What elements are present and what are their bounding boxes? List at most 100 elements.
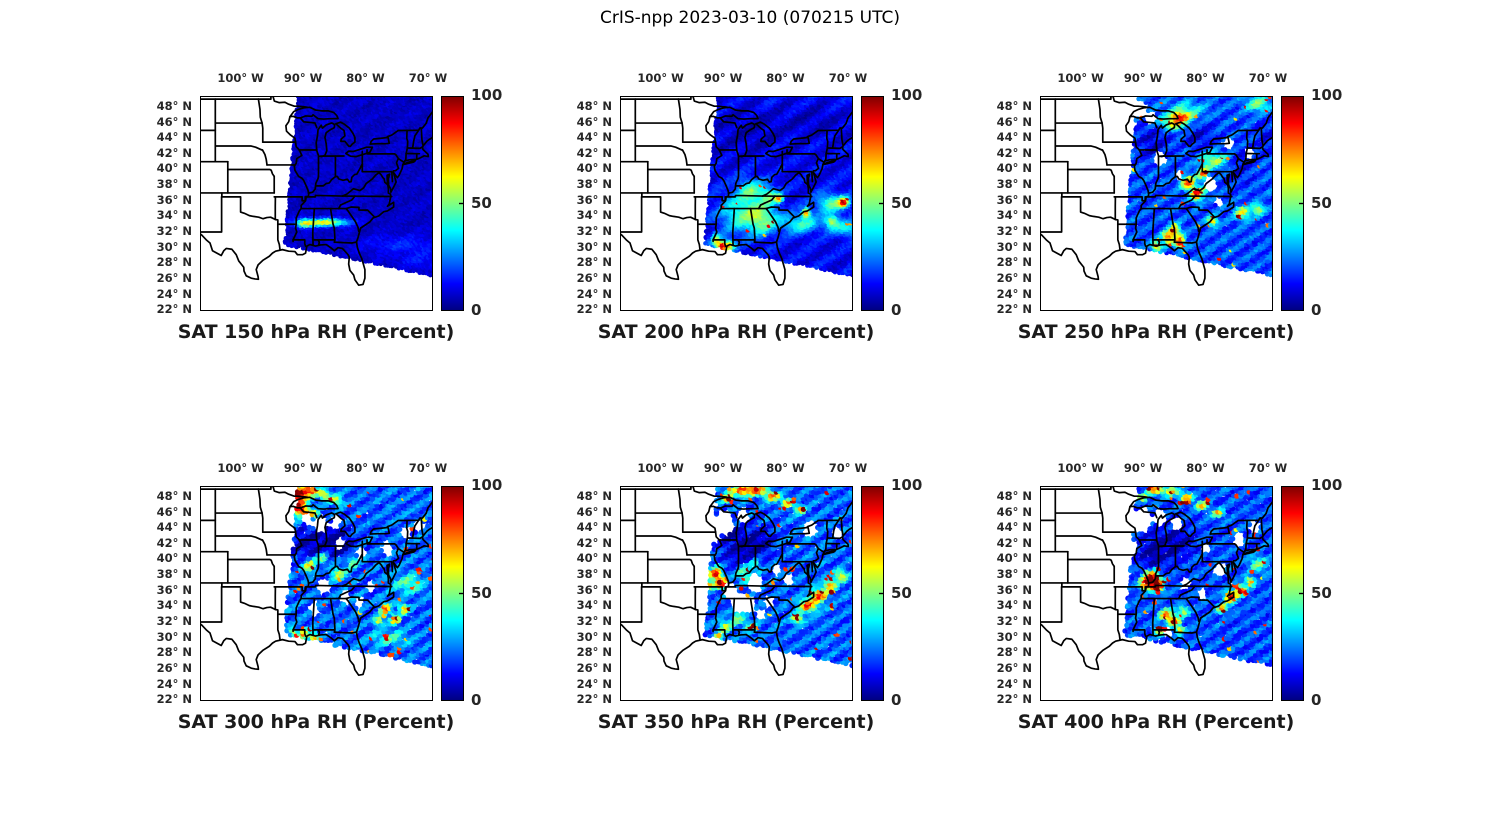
lat-tick-label: 42° N: [576, 145, 612, 160]
panel-sat-250hpa: SAT 250 hPa RH (Percent) 100° W 90° W 80° …: [980, 56, 1380, 368]
lat-tick-label: 22° N: [996, 692, 1032, 707]
lat-tick-label: 44° N: [576, 130, 612, 145]
colorbar-tick-label: 50: [1311, 583, 1332, 602]
lat-tick-label: 44° N: [156, 520, 192, 535]
lat-tick-label: 48° N: [576, 98, 612, 113]
colorbar-tick-label: 50: [891, 583, 912, 602]
lat-tick-label: 44° N: [156, 130, 192, 145]
lat-tick-label: 48° N: [576, 488, 612, 503]
lon-tick-label: 100° W: [1057, 461, 1104, 475]
lat-tick-label: 30° N: [996, 629, 1032, 644]
lat-tick-label: 38° N: [156, 177, 192, 192]
colorbar-150hpa: [441, 96, 464, 311]
lat-tick-label: 22° N: [996, 302, 1032, 317]
lon-tick-label: 70° W: [408, 461, 448, 475]
colorbar-300hpa: [441, 486, 464, 701]
lat-tick-label: 34° N: [156, 208, 192, 223]
panel-title-200hpa: SAT 200 hPa RH (Percent): [597, 321, 875, 343]
lat-tick-label: 40° N: [156, 161, 192, 176]
lat-tick-label: 46° N: [576, 504, 612, 519]
lat-tick-label: 46° N: [996, 504, 1032, 519]
lat-tick-label: 36° N: [156, 192, 192, 207]
lat-tick-label: 46° N: [156, 504, 192, 519]
lat-tick-label: 44° N: [576, 520, 612, 535]
lat-tick-label: 26° N: [996, 270, 1032, 285]
lat-tick-label: 28° N: [156, 645, 192, 660]
lat-tick-label: 38° N: [576, 177, 612, 192]
lon-tick-label: 100° W: [637, 71, 684, 85]
lat-tick-label: 36° N: [996, 582, 1032, 597]
lat-tick-label: 46° N: [576, 114, 612, 129]
lat-tick-label: 46° N: [156, 114, 192, 129]
lat-tick-label: 22° N: [156, 302, 192, 317]
lat-tick-label: 44° N: [996, 130, 1032, 145]
lat-tick-label: 22° N: [576, 692, 612, 707]
lat-tick-label: 32° N: [156, 224, 192, 239]
panel-title-400hpa: SAT 400 hPa RH (Percent): [1017, 711, 1295, 733]
lat-tick-label: 24° N: [576, 676, 612, 691]
colorbar-400hpa: [1281, 486, 1304, 701]
colorbar-tick-label: 50: [471, 193, 492, 212]
lon-tick-label: 70° W: [828, 71, 868, 85]
colorbar-tick-label: 0: [471, 301, 482, 319]
colorbar-tick-label: 100: [891, 86, 923, 104]
lat-tick-label: 26° N: [996, 660, 1032, 675]
lat-tick-label: 44° N: [996, 520, 1032, 535]
lat-tick-label: 28° N: [156, 255, 192, 270]
lat-tick-label: 34° N: [996, 208, 1032, 223]
lat-tick-label: 38° N: [996, 177, 1032, 192]
lat-tick-label: 26° N: [156, 270, 192, 285]
lat-tick-label: 40° N: [576, 161, 612, 176]
lat-tick-label: 48° N: [156, 488, 192, 503]
lat-tick-label: 28° N: [996, 255, 1032, 270]
lon-tick-label: 80° W: [1186, 461, 1225, 475]
colorbar-tick-label: 0: [1311, 691, 1322, 709]
map-canvas-300hpa: [200, 486, 433, 701]
lat-tick-label: 28° N: [996, 645, 1032, 660]
lon-tick-label: 90° W: [1123, 461, 1163, 475]
map-canvas-150hpa: [200, 96, 433, 311]
lat-tick-label: 28° N: [576, 645, 612, 660]
colorbar-tick-label: 0: [891, 301, 902, 319]
lat-tick-label: 26° N: [576, 270, 612, 285]
figure-title: CrIS-npp 2023-03-10 (070215 UTC): [599, 8, 901, 28]
lon-tick-label: 70° W: [1248, 71, 1288, 85]
panel-title-150hpa: SAT 150 hPa RH (Percent): [177, 321, 455, 343]
lat-tick-label: 34° N: [576, 208, 612, 223]
lat-tick-label: 28° N: [576, 255, 612, 270]
map-canvas-200hpa: [620, 96, 853, 311]
colorbar-tick-label: 100: [1311, 476, 1343, 494]
colorbar-tick-label: 50: [1311, 193, 1332, 212]
lon-tick-label: 90° W: [1123, 71, 1163, 85]
panel-sat-350hpa: SAT 350 hPa RH (Percent) 100° W 90° W 80° …: [560, 446, 960, 758]
lat-tick-label: 30° N: [996, 239, 1032, 254]
colorbar-tick-label: 100: [1311, 86, 1343, 104]
lon-tick-label: 100° W: [637, 461, 684, 475]
lat-tick-label: 42° N: [576, 535, 612, 550]
lat-tick-label: 40° N: [156, 551, 192, 566]
colorbar-tick-label: 100: [471, 476, 503, 494]
panel-sat-200hpa: SAT 200 hPa RH (Percent) 100° W 90° W 80° …: [560, 56, 960, 368]
colorbar-350hpa: [861, 486, 884, 701]
lat-tick-label: 24° N: [576, 286, 612, 301]
lat-tick-label: 48° N: [996, 98, 1032, 113]
lat-tick-label: 40° N: [996, 551, 1032, 566]
colorbar-tick-label: 100: [891, 476, 923, 494]
lat-tick-label: 24° N: [156, 286, 192, 301]
lat-tick-label: 32° N: [996, 614, 1032, 629]
lon-tick-label: 90° W: [283, 461, 323, 475]
lat-tick-label: 24° N: [156, 676, 192, 691]
lat-tick-label: 26° N: [156, 660, 192, 675]
lat-tick-label: 42° N: [996, 535, 1032, 550]
panel-sat-300hpa: SAT 300 hPa RH (Percent) 100° W 90° W 80° …: [140, 446, 540, 758]
panel-sat-400hpa: SAT 400 hPa RH (Percent) 100° W 90° W 80° …: [980, 446, 1380, 758]
lon-tick-label: 90° W: [703, 461, 743, 475]
lon-tick-label: 70° W: [408, 71, 448, 85]
colorbar-tick-label: 0: [471, 691, 482, 709]
lat-tick-label: 34° N: [996, 598, 1032, 613]
lat-tick-label: 32° N: [576, 224, 612, 239]
colorbar-200hpa: [861, 96, 884, 311]
lat-tick-label: 34° N: [156, 598, 192, 613]
lon-tick-label: 70° W: [1248, 461, 1288, 475]
